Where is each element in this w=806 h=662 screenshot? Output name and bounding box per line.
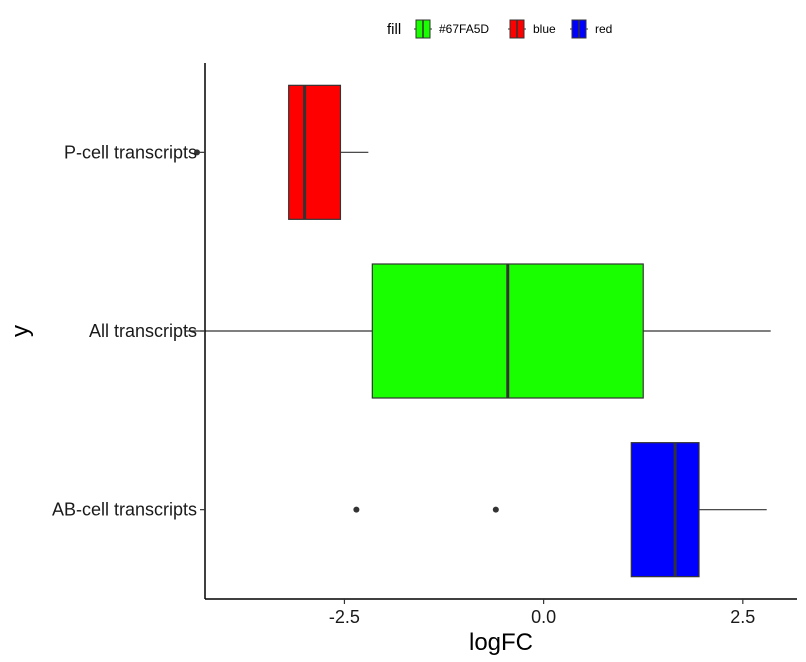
x-axis-title: logFC <box>469 629 533 656</box>
outlier-point <box>353 506 360 513</box>
box-body <box>288 84 342 220</box>
legend-entry-2: blue <box>508 19 556 39</box>
box-2 <box>185 263 771 399</box>
y-tick-label: P-cell transcripts <box>64 142 197 162</box>
box-body <box>630 442 700 578</box>
boxes <box>185 84 771 578</box>
x-tick-label: 0.0 <box>531 607 556 627</box>
legend-title: fill <box>387 21 401 38</box>
y-axis-title: y <box>7 325 34 337</box>
y-tick-label: All transcripts <box>89 321 197 341</box>
x-tick-label: -2.5 <box>329 607 360 627</box>
outlier-point <box>194 149 201 156</box>
y-ticks: P-cell transcripts All transcripts AB-cell… <box>52 142 205 520</box>
box-1 <box>194 84 369 220</box>
legend: fill #67FA5D blue red <box>387 19 612 39</box>
box-3 <box>353 442 767 578</box>
legend-label: red <box>595 22 612 36</box>
legend-entry-1: #67FA5D <box>414 19 489 39</box>
x-ticks: -2.5 0.0 2.5 <box>329 599 755 627</box>
legend-label: #67FA5D <box>439 22 489 36</box>
legend-label: blue <box>533 22 556 36</box>
y-tick-label: AB-cell transcripts <box>52 500 197 520</box>
legend-entry-3: red <box>570 19 612 39</box>
outlier-point <box>492 506 499 513</box>
x-tick-label: 2.5 <box>730 607 755 627</box>
